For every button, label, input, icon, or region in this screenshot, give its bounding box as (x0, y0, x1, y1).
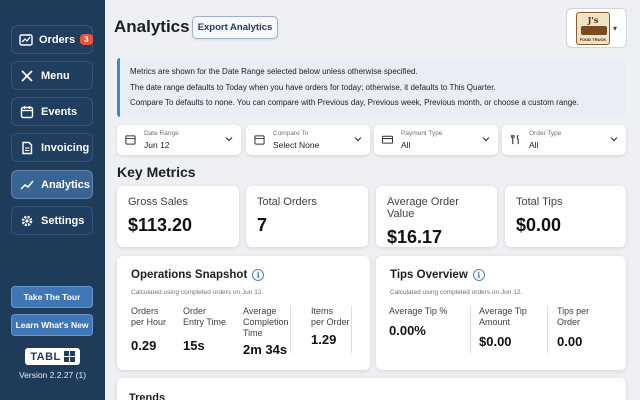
chevron-down-icon (482, 137, 490, 142)
avg-tip-amount-stat: Average Tip Amount $0.00 (479, 306, 527, 349)
food-truck-logo: J's FOOD TRUCK (575, 11, 610, 45)
calendar-icon (254, 135, 265, 145)
calendar-icon (125, 135, 136, 145)
info-banner: Metrics are shown for the Date Range sel… (117, 58, 626, 117)
payment-type-select[interactable]: Payment Type All (374, 125, 498, 155)
nav-label-invoicing: Invoicing (41, 141, 90, 154)
logo-grid-icon (63, 351, 75, 362)
operations-snapshot-card: Operations Snapshot i Calculated using c… (117, 256, 422, 370)
profile-selector[interactable]: J's FOOD TRUCK ▾ (566, 8, 627, 48)
nav-label-menu: Menu (41, 69, 70, 82)
orders-count-badge: 3 (80, 34, 93, 45)
sidebar: Orders 3 Menu Events Invoicing Analytics… (0, 0, 105, 400)
total-tips-card: Total Tips $0.00 (505, 186, 626, 247)
order-type-select[interactable]: Order Type All (502, 125, 626, 155)
gross-sales-card: Gross Sales $113.20 (117, 186, 239, 247)
whats-new-button[interactable]: Learn What's New (11, 314, 93, 336)
avg-tip-pct-stat: Average Tip % 0.00% (389, 306, 448, 338)
nav-label-analytics: Analytics (41, 178, 90, 191)
total-orders-value: 7 (257, 215, 268, 235)
chevron-down-icon (225, 137, 233, 142)
info-icon[interactable]: i (252, 269, 265, 281)
nav-label-orders: Orders (39, 33, 76, 46)
items-per-order-stat: Items per Order 1.29 (311, 306, 350, 347)
total-tips-value: $0.00 (516, 215, 562, 235)
gross-sales-value: $113.20 (128, 215, 193, 235)
avg-order-value-card: Average Order Value $16.17 (376, 186, 497, 247)
date-range-select[interactable]: Date Range Jun 12 (117, 125, 241, 155)
nav-item-invoicing[interactable]: Invoicing (11, 133, 93, 162)
trends-card: Trends (117, 378, 626, 400)
key-metrics-heading: Key Metrics (117, 164, 196, 180)
invoice-icon (19, 140, 35, 156)
tips-title: Tips Overview (390, 269, 468, 281)
chevron-down-icon: ▾ (612, 23, 617, 33)
chevron-down-icon (354, 137, 362, 142)
nav-item-analytics[interactable]: Analytics (11, 170, 93, 199)
tabl-logo: TABL (25, 348, 80, 365)
nav-label-events: Events (41, 105, 78, 118)
gear-icon (19, 213, 35, 229)
nav-item-menu[interactable]: Menu (11, 61, 93, 90)
operations-title: Operations Snapshot (131, 269, 248, 281)
info-line: The date range defaults to Today when yo… (130, 82, 496, 92)
total-orders-card: Total Orders 7 (246, 186, 368, 247)
orders-per-hour-stat: Orders per Hour 0.29 (131, 306, 167, 353)
order-entry-time-stat: Order Entry Time 15s (183, 306, 227, 353)
page-title: Analytics (114, 17, 190, 36)
tips-per-order-stat: Tips per Order 0.00 (557, 306, 590, 349)
utensils-icon (510, 134, 519, 145)
trend-line-icon (19, 177, 35, 193)
avg-order-value: $16.17 (387, 227, 443, 247)
chevron-down-icon (610, 137, 618, 142)
info-line: Metrics are shown for the Date Range sel… (130, 67, 418, 76)
compare-to-select[interactable]: Compare To Select None (246, 125, 370, 155)
info-line: Compare To defaults to none. You can com… (130, 98, 579, 107)
nav-item-settings[interactable]: Settings (11, 206, 93, 235)
nav-item-events[interactable]: Events (11, 97, 93, 126)
calendar-icon (19, 104, 35, 120)
avg-completion-time-stat: Average Completion Time 2m 34s (243, 306, 289, 357)
app-version: Version 2.2.27 (1) (18, 370, 87, 380)
orders-chart-icon (19, 32, 33, 48)
nav-item-orders[interactable]: Orders 3 (11, 25, 93, 54)
trends-title: Trends (129, 392, 166, 400)
info-icon[interactable]: i (472, 269, 485, 281)
tips-overview-card: Tips Overview i Calculated using complet… (376, 256, 626, 370)
take-tour-button[interactable]: Take The Tour (11, 286, 93, 308)
credit-card-icon (382, 135, 393, 144)
tips-subtitle: Calculated using completed orders on Jun… (390, 289, 523, 296)
utensils-icon (19, 68, 35, 84)
export-analytics-button[interactable]: Export Analytics (192, 16, 278, 39)
nav-label-settings: Settings (41, 214, 85, 227)
operations-subtitle: Calculated using completed orders on Jun… (131, 289, 264, 296)
